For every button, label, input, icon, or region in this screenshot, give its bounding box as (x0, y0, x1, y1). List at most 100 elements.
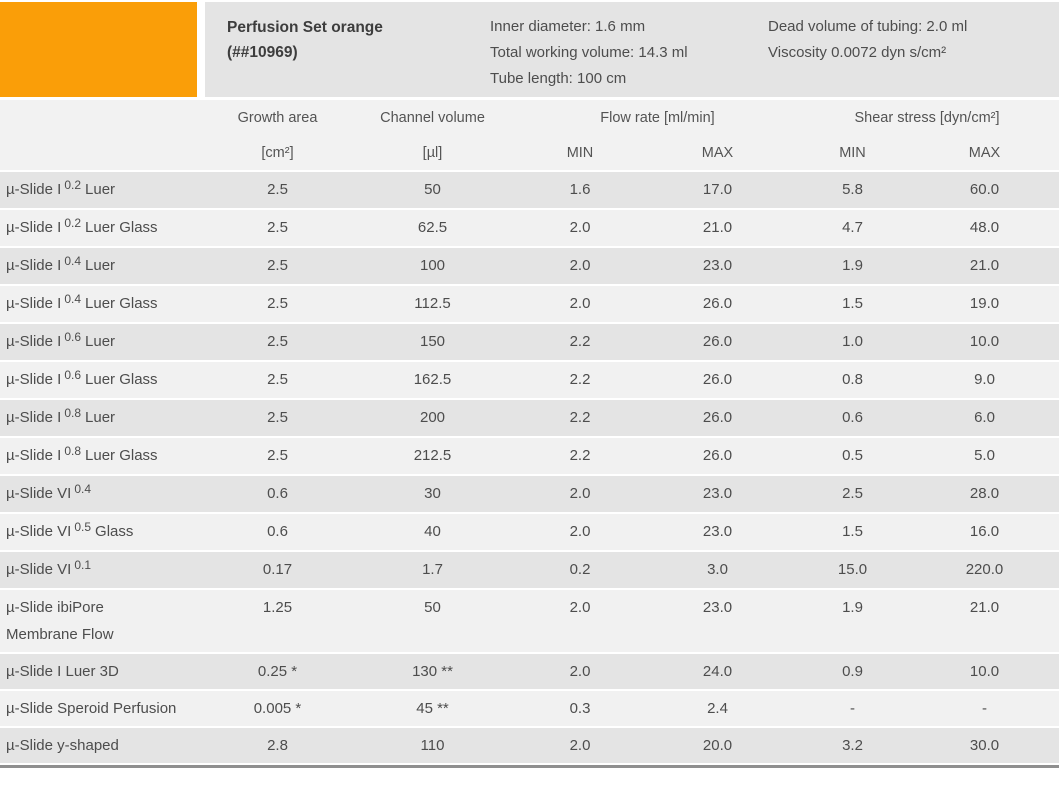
spec-table-rows: µ-Slide I 0.2 Luer 2.5 50 1.6 17.0 5.8 60.… (0, 170, 1059, 763)
shear-stress-min-value: - (850, 700, 855, 717)
product-name: µ-Slide I 0.2 Luer Glass (0, 210, 210, 246)
product-name-suffix: Luer Glass (85, 219, 158, 236)
table-column-headers: Growth area [cm²] Channel volume [µl] Fl… (0, 100, 1059, 170)
shear-stress-min-value: 1.0 (842, 333, 863, 350)
growth-area-value: 2.5 (267, 257, 288, 274)
channel-volume-value: 40 (424, 523, 441, 540)
product-name: µ-Slide y-shaped (0, 728, 210, 763)
product-name-line1: µ-Slide I 0.6 Luer (6, 330, 115, 351)
growth-area-value: 2.5 (267, 371, 288, 388)
shear-stress-max-value: 21.0 (969, 257, 1000, 274)
product-name: µ-Slide VI 0.5 Glass (0, 514, 210, 550)
col-header-shear-stress-max: MAX (968, 144, 1001, 161)
product-name-line1: µ-Slide I 0.2 Luer Glass (6, 216, 158, 237)
shear-stress-min-value: 1.9 (842, 257, 863, 274)
table-bottom-border (0, 763, 1059, 768)
table-row: µ-Slide ibiPore Membrane Flow 1.25 50 2.… (0, 588, 1059, 652)
table-row: µ-Slide I 0.6 Luer 2.5 150 2.2 26.0 1.0 10… (0, 322, 1059, 360)
shear-stress-max-value: 9.0 (974, 371, 995, 388)
col-header-flow-rate-min: MIN (566, 144, 594, 161)
product-name-base: µ-Slide I (6, 219, 62, 236)
flow-rate-max-value: 26.0 (702, 447, 733, 464)
table-row: µ-Slide I 0.6 Luer Glass 2.5 162.5 2.2 26.… (0, 360, 1059, 398)
product-name-line1: µ-Slide I Luer 3D (6, 663, 119, 680)
product-name-line1: µ-Slide VI 0.5 Glass (6, 520, 134, 541)
product-name-line1: µ-Slide VI 0.1 (6, 558, 91, 579)
flow-rate-max-value: 23.0 (702, 485, 733, 502)
flow-rate-min-value: 1.6 (569, 181, 591, 198)
product-name-line1: µ-Slide I 0.4 Luer Glass (6, 292, 158, 313)
product-name-suffix: Luer Glass (85, 371, 158, 388)
product-name: µ-Slide VI 0.1 (0, 552, 210, 588)
table-row: µ-Slide VI 0.5 Glass 0.6 40 2.0 23.0 1.5 1… (0, 512, 1059, 550)
product-name-line1: µ-Slide I 0.2 Luer (6, 178, 115, 199)
growth-area-value: 0.25 * (257, 663, 298, 680)
product-header: Perfusion Set orange (##10969) Inner dia… (0, 2, 1059, 97)
product-name-superscript: 0.8 (64, 444, 82, 458)
growth-area-value: 2.5 (267, 181, 288, 198)
growth-area-value: 2.5 (267, 333, 288, 350)
flow-rate-min-value: 2.2 (569, 333, 591, 350)
flow-rate-max-value: 26.0 (702, 409, 733, 426)
product-specs-col1: Inner diameter: 1.6 mm Total working vol… (490, 2, 768, 97)
growth-area-value: 2.5 (267, 295, 288, 312)
channel-volume-value: 45 ** (416, 700, 449, 717)
product-title: Perfusion Set orange (##10969) (205, 2, 490, 97)
product-name-line1: µ-Slide I 0.4 Luer (6, 254, 116, 275)
product-name-base: µ-Slide I (6, 295, 62, 312)
product-name-line1: µ-Slide y-shaped (6, 737, 119, 754)
shear-stress-min-value: 1.5 (842, 523, 863, 540)
flow-rate-min-value: 2.0 (569, 523, 591, 540)
growth-area-value: 2.5 (267, 219, 288, 236)
product-name-suffix: Luer (85, 409, 116, 426)
product-name-base: µ-Slide VI (6, 561, 72, 578)
flow-rate-max-value: 23.0 (702, 257, 733, 274)
product-name-line1: µ-Slide I 0.8 Luer Glass (6, 444, 158, 465)
shear-stress-max-value: - (982, 700, 987, 717)
flow-rate-min-value: 0.3 (569, 700, 591, 717)
shear-stress-max-value: 220.0 (965, 561, 1004, 578)
shear-stress-max-value: 30.0 (969, 737, 1000, 754)
table-row: µ-Slide VI 0.4 0.6 30 2.0 23.0 2.5 28.0 (0, 474, 1059, 512)
product-name-base: µ-Slide I (6, 333, 62, 350)
table-row: µ-Slide I 0.8 Luer 2.5 200 2.2 26.0 0.6 6.… (0, 398, 1059, 436)
flow-rate-max-value: 3.0 (707, 561, 728, 578)
flow-rate-min-value: 2.0 (569, 663, 591, 680)
product-name-superscript: 0.6 (64, 330, 82, 344)
table-row: µ-Slide I 0.8 Luer Glass 2.5 212.5 2.2 26.… (0, 436, 1059, 474)
shear-stress-min-value: 4.7 (842, 219, 863, 236)
product-name-line2: Membrane Flow (6, 626, 114, 643)
product-name: µ-Slide I 0.4 Luer Glass (0, 286, 210, 322)
channel-volume-value: 112.5 (414, 295, 451, 312)
table-row: µ-Slide I 0.2 Luer Glass 2.5 62.5 2.0 21.0… (0, 208, 1059, 246)
flow-rate-max-value: 17.0 (702, 181, 733, 198)
product-name-superscript: 0.5 (74, 520, 92, 534)
flow-rate-min-value: 2.0 (569, 295, 591, 312)
product-name-suffix: Glass (95, 523, 134, 540)
product-name-base: µ-Slide I (6, 409, 62, 426)
flow-rate-min-value: 0.2 (569, 561, 591, 578)
flow-rate-min-value: 2.2 (569, 447, 591, 464)
flow-rate-min-value: 2.0 (569, 257, 591, 274)
channel-volume-value: 200 (419, 409, 446, 426)
product-name-suffix: Luer (85, 257, 116, 274)
table-row: µ-Slide y-shaped 2.8 110 2.0 20.0 3.2 30… (0, 726, 1059, 763)
product-name: µ-Slide Speroid Perfusion (0, 691, 210, 726)
flow-rate-max-value: 2.4 (707, 700, 728, 717)
col-header-channel-volume: Channel volume (380, 109, 485, 126)
col-header-flow-rate-max: MAX (701, 144, 734, 161)
product-name-superscript: 0.4 (74, 482, 92, 496)
shear-stress-max-value: 10.0 (969, 663, 1000, 680)
flow-rate-max-value: 20.0 (702, 737, 733, 754)
product-name-superscript: 0.6 (64, 368, 82, 382)
flow-rate-max-value: 26.0 (702, 333, 733, 350)
flow-rate-min-value: 2.0 (569, 219, 591, 236)
product-name: µ-Slide VI 0.4 (0, 476, 210, 512)
flow-rate-min-value: 2.2 (569, 409, 591, 426)
product-name-base: µ-Slide y-shaped (6, 737, 119, 754)
flow-rate-min-value: 2.0 (569, 737, 591, 754)
table-row: µ-Slide I 0.2 Luer 2.5 50 1.6 17.0 5.8 60.… (0, 170, 1059, 208)
flow-rate-max-value: 23.0 (702, 599, 733, 616)
product-name: µ-Slide I 0.8 Luer Glass (0, 438, 210, 474)
product-name-base: µ-Slide I (6, 181, 62, 198)
